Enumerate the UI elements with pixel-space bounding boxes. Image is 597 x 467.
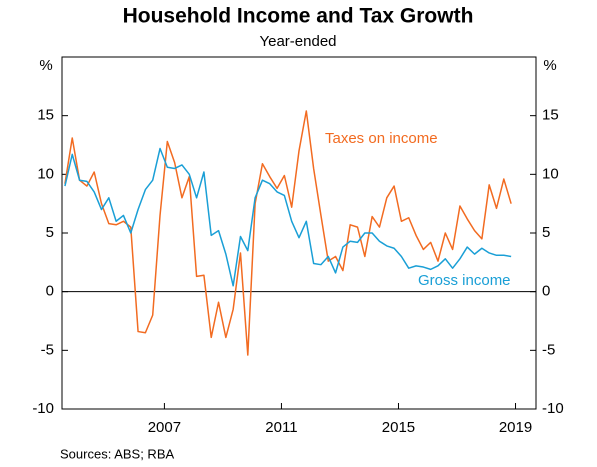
y-tick-label: 10 [37,165,54,182]
y2-tick-label: -10 [542,400,564,417]
x-tick-label: 2011 [265,419,297,436]
y2-tick-label: 15 [542,107,559,124]
chart-subtitle: Year-ended [259,33,336,50]
series-label: Gross income [418,272,511,289]
y2-tick-label: -5 [542,341,555,358]
plot-frame [61,56,537,410]
y2-tick-label: 5 [542,224,550,241]
y-tick-label: -5 [41,341,54,358]
y2-tick-label: 10 [542,165,559,182]
y-unit: % [39,57,52,74]
x-tick-label: 2007 [148,419,181,436]
series-label: Taxes on income [325,130,438,147]
y2-unit: % [543,57,556,74]
series-line [64,110,512,356]
y-tick-label: 15 [37,107,54,124]
x-tick-label: 2015 [382,419,415,436]
x-tick-label: 2019 [499,419,532,436]
chart-title: Household Income and Tax Growth [123,5,474,28]
source: Sources: ABS; RBA [60,446,174,461]
series-line [64,147,512,287]
y-tick-label: 5 [46,224,54,241]
y-tick-label: -10 [32,400,54,417]
y2-tick-label: 0 [542,283,550,300]
y-tick-label: 0 [46,283,54,300]
